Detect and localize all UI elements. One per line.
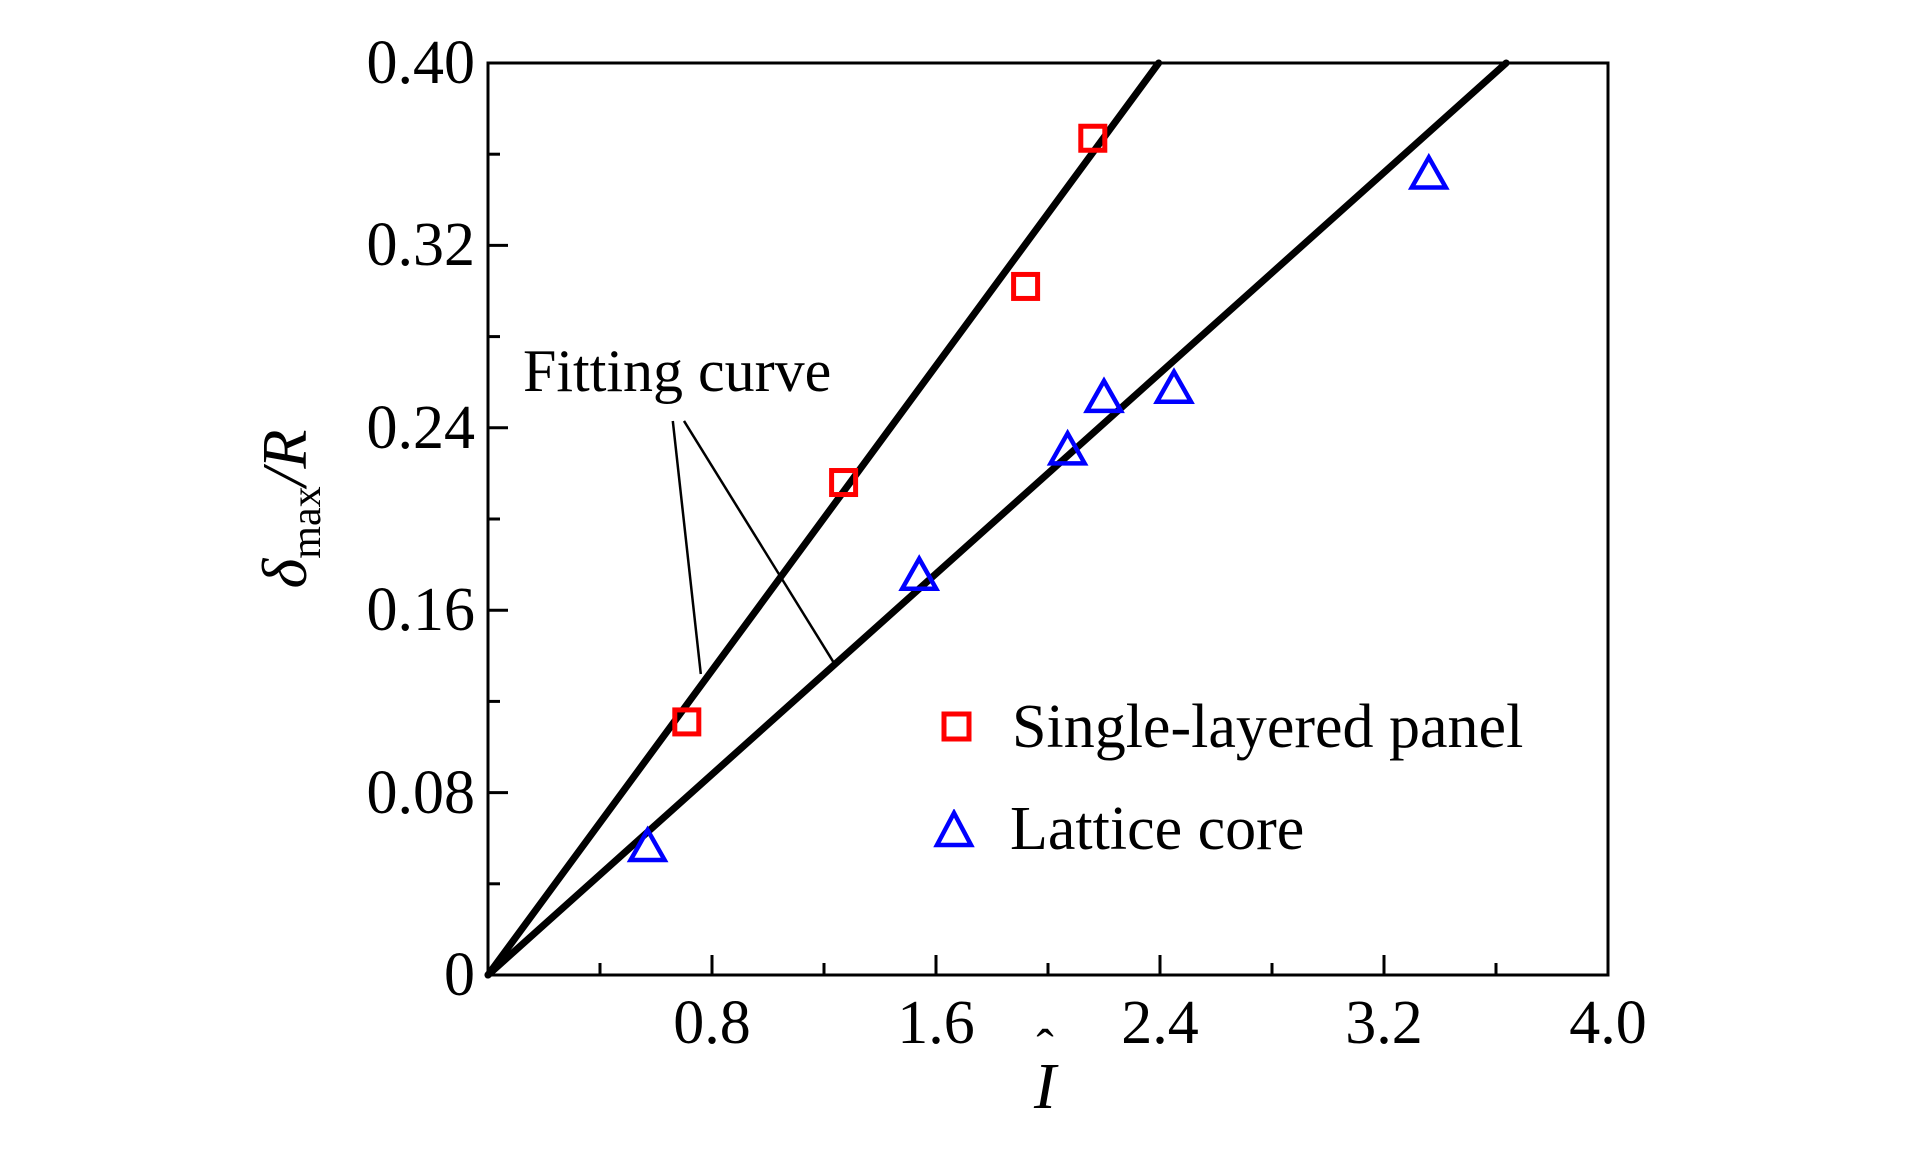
- x-tick-label: 1.6: [897, 989, 975, 1057]
- data-point-triangle: [1153, 367, 1195, 405]
- data-point-square: [829, 468, 859, 498]
- annotation-fitting-curve: Fitting curve: [523, 338, 832, 404]
- data-point-square: [1078, 123, 1108, 153]
- fitting-line: [484, 59, 1510, 979]
- x-tick-label: 2.4: [1121, 989, 1199, 1057]
- data-point-triangle: [1407, 152, 1450, 190]
- data-point-triangle: [1046, 428, 1089, 466]
- x-tick-label: 0.8: [673, 989, 751, 1057]
- y-tick-label: 0.40: [366, 29, 476, 97]
- legend-item-lattice-core: Lattice core: [932, 790, 1304, 868]
- x-axis-title-letter: I: [1034, 1050, 1056, 1123]
- annotation-pointer-line: [671, 420, 703, 675]
- y-axis-title-slash: /: [249, 468, 320, 487]
- y-tick-label: 0.08: [366, 758, 476, 827]
- legend-item-single-layered-panel: Single-layered panel: [934, 688, 1523, 766]
- data-point-square: [1011, 271, 1041, 301]
- data-point-triangle: [898, 554, 941, 591]
- y-tick-label: 0: [444, 941, 475, 1009]
- data-point-triangle: [1083, 376, 1125, 414]
- x-tick-label: 4.0: [1569, 989, 1647, 1057]
- legend-square-icon: [941, 711, 972, 742]
- x-tick-label: 3.2: [1345, 989, 1423, 1057]
- x-axis-title: ˆ I: [1034, 1020, 1056, 1123]
- annotation-pointer-line: [682, 420, 837, 666]
- y-tick-label: 0.16: [366, 576, 476, 645]
- data-point-triangle: [626, 825, 669, 863]
- data-point-square: [672, 707, 702, 737]
- legend-label-single-layered-panel: Single-layered panel: [1012, 692, 1524, 761]
- fitting-line: [484, 59, 1163, 979]
- legend-label-lattice-core: Lattice core: [1010, 794, 1305, 863]
- legend-triangle-icon: [933, 809, 975, 848]
- y-axis-title-subscript: max: [284, 486, 330, 559]
- x-axis-title-hat: ˆ: [1036, 1020, 1054, 1077]
- y-tick-label: 0.24: [366, 393, 476, 462]
- y-tick-label: 0.32: [366, 211, 476, 280]
